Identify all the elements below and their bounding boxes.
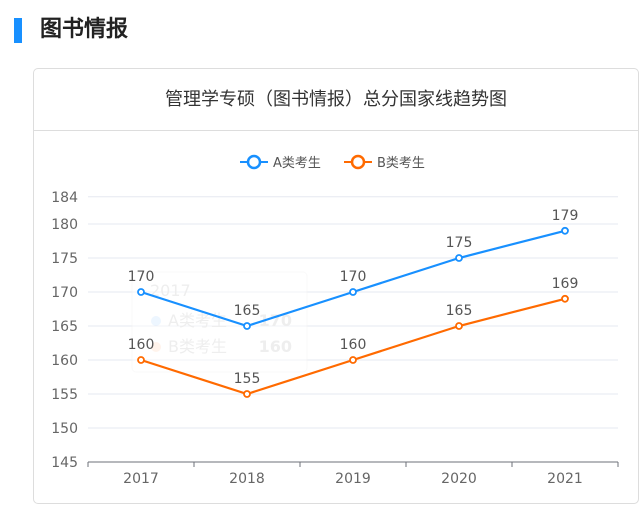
data-label: 165 <box>446 303 473 319</box>
chart-card: 管理学专硕（图书情报）总分国家线趋势图 <box>33 68 639 504</box>
tooltip-series-name: A类考生 <box>168 311 227 330</box>
y-tick-label: 160 <box>51 353 78 369</box>
tooltip-marker <box>151 342 161 352</box>
data-point <box>561 226 569 235</box>
x-tick-label: 2019 <box>335 471 371 487</box>
data-label: 179 <box>552 208 579 224</box>
data-label: 160 <box>340 337 367 353</box>
data-point <box>349 356 357 364</box>
data-point <box>243 390 251 398</box>
data-label: 170 <box>340 269 367 285</box>
data-point <box>137 288 145 296</box>
y-tick-label: 184 <box>51 190 78 206</box>
data-label: 160 <box>128 337 155 353</box>
y-tick-label: 165 <box>51 319 78 335</box>
y-tick-label: 180 <box>51 217 78 233</box>
y-tick-label: 175 <box>51 251 78 267</box>
heading-accent-bar <box>14 18 22 43</box>
legend-label: A类考生 <box>273 156 321 171</box>
tooltip-year: 2017 <box>150 281 191 300</box>
y-tick-label: 170 <box>51 285 78 301</box>
data-point <box>349 288 357 296</box>
legend-marker <box>350 154 366 170</box>
y-tick-label: 150 <box>51 421 78 437</box>
tooltip-value: 160 <box>259 337 292 356</box>
data-label: 155 <box>234 371 261 387</box>
legend-label: B类考生 <box>377 156 425 171</box>
tooltip-series-name: B类考生 <box>168 337 227 356</box>
data-label: 165 <box>234 303 261 319</box>
data-label: 169 <box>552 276 579 292</box>
data-point <box>561 294 569 303</box>
tooltip-marker <box>151 316 161 326</box>
data-point <box>243 322 251 330</box>
x-tick-label: 2021 <box>547 471 583 487</box>
data-point <box>455 254 463 262</box>
data-point <box>455 322 463 330</box>
y-tick-label: 145 <box>51 455 78 471</box>
x-tick-label: 2017 <box>123 471 159 487</box>
y-tick-label: 155 <box>51 387 78 403</box>
tooltip-box <box>131 271 308 373</box>
tooltip-value: 170 <box>259 311 292 330</box>
data-label: 170 <box>128 269 155 285</box>
x-tick-label: 2020 <box>441 471 477 487</box>
data-label: 175 <box>446 235 473 251</box>
chart-title: 管理学专硕（图书情报）总分国家线趋势图 <box>34 69 638 131</box>
data-point <box>137 356 145 364</box>
legend-marker <box>246 154 262 170</box>
x-tick-label: 2018 <box>229 471 265 487</box>
section-heading: 图书情报 <box>40 17 129 42</box>
